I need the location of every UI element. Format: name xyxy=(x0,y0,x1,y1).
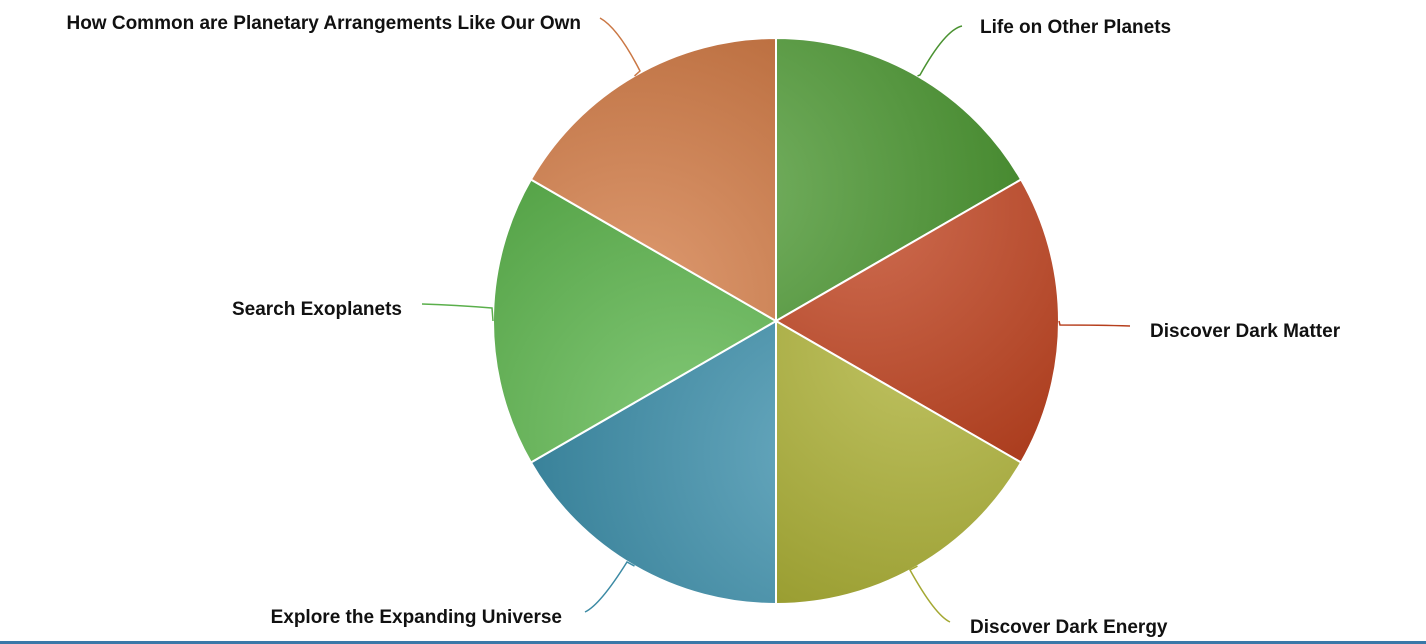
pie-slice-search-exoplanets xyxy=(492,178,778,464)
slice-label-discover-dark-energy: Discover Dark Energy xyxy=(970,617,1168,638)
leader-line-discover-dark-energy xyxy=(908,565,951,623)
leader-line-discover-dark-matter xyxy=(1058,320,1131,327)
slice-label-discover-dark-matter: Discover Dark Matter xyxy=(1150,321,1341,342)
leader-line-how-common-are-planetary-arrangements-like-our-own xyxy=(599,17,641,77)
slice-label-explore-the-expanding-universe: Explore the Expanding Universe xyxy=(271,607,562,628)
leader-line-search-exoplanets xyxy=(421,303,494,322)
pie-slice-explore-the-expanding-universe xyxy=(529,319,777,606)
bottom-border xyxy=(0,641,1426,644)
slice-label-search-exoplanets: Search Exoplanets xyxy=(232,299,402,320)
leader-line-explore-the-expanding-universe xyxy=(584,561,635,613)
slice-label-how-common-are-planetary-arrangements-like-our-own: How Common are Planetary Arrangements Li… xyxy=(66,13,581,34)
pie-slice-discover-dark-energy xyxy=(775,319,1023,606)
slice-label-life-on-other-planets: Life on Other Planets xyxy=(980,17,1171,38)
leader-line-life-on-other-planets xyxy=(917,25,963,77)
